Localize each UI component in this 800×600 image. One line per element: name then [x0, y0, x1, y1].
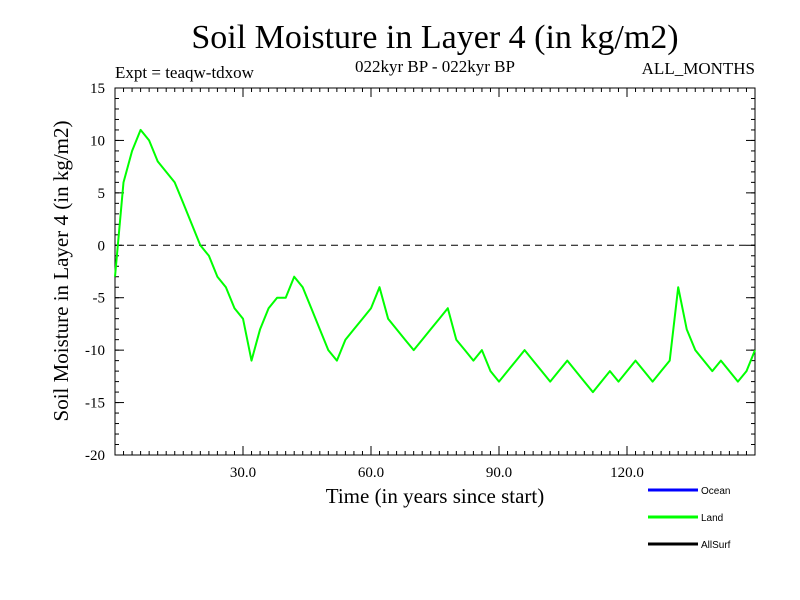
y-tick-label: 5 — [98, 186, 106, 202]
legend-label-land: Land — [701, 513, 723, 524]
y-tick-label: 15 — [90, 81, 105, 97]
y-tick-label: -15 — [85, 396, 105, 412]
y-tick-label: -5 — [93, 291, 106, 307]
y-tick-label: 0 — [98, 238, 106, 254]
y-tick-label: 10 — [90, 133, 105, 149]
chart-title: Soil Moisture in Layer 4 (in kg/m2) — [191, 19, 678, 56]
legend: Ocean Land AllSurf — [648, 486, 731, 551]
y-tick-labels: 15 10 5 0 -5 -10 -15 -20 — [85, 81, 105, 464]
experiment-label: Expt = teaqw-tdxow — [115, 63, 255, 82]
y-axis-label: Soil Moisture in Layer 4 (in kg/m2) — [49, 121, 73, 422]
legend-label-allsurf: AllSurf — [701, 540, 731, 551]
plot-area — [114, 87, 756, 456]
x-tick-label: 30.0 — [230, 465, 256, 481]
y-tick-label: -20 — [85, 448, 105, 464]
x-tick-labels: 30.0 60.0 90.0 120.0 — [230, 465, 644, 481]
legend-label-ocean: Ocean — [701, 486, 730, 497]
x-tick-label: 120.0 — [610, 465, 644, 481]
minor-ticks — [114, 87, 756, 456]
x-tick-label: 90.0 — [486, 465, 512, 481]
major-ticks — [115, 87, 755, 456]
series-line-land — [114, 128, 756, 394]
x-tick-label: 60.0 — [358, 465, 384, 481]
chart-subtitle: 022kyr BP - 022kyr BP — [355, 57, 515, 76]
x-axis-label: Time (in years since start) — [326, 484, 545, 508]
y-tick-label: -10 — [85, 343, 105, 359]
months-label: ALL_MONTHS — [642, 59, 755, 78]
